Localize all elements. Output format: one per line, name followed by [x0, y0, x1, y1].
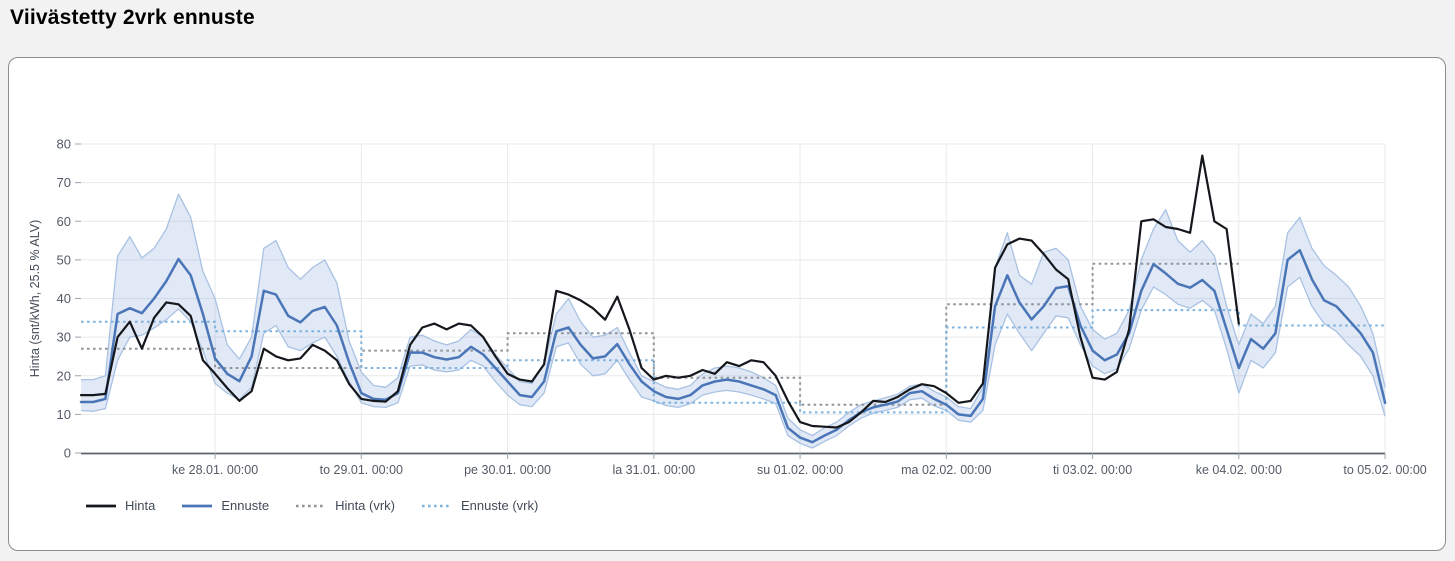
page-title: Viivästetty 2vrk ennuste	[10, 6, 255, 29]
ennuste-vrk-dotted-line-icon	[422, 504, 453, 507]
ennuste-line	[79, 248, 1387, 444]
y-tick-label: 60	[57, 214, 71, 229]
y-axis-title: Hinta (snt/kWh, 25.5 % ALV)	[28, 220, 42, 377]
x-tick-label: ma 02.02. 00:00	[901, 463, 991, 477]
x-tick-label: ti 03.02. 00:00	[1053, 463, 1132, 477]
y-tick-label: 10	[57, 407, 71, 422]
legend-label: Hinta	[125, 498, 156, 513]
y-tick-label: 0	[64, 446, 71, 461]
hinta-vrk-dotted-line-icon	[296, 504, 327, 507]
legend-item-hinta-vrk[interactable]: Hinta (vrk)	[295, 498, 395, 513]
chart-legend: Hinta Ennuste Hinta (vrk) Ennuste (vrk)	[85, 498, 538, 513]
y-tick-label: 50	[57, 252, 71, 267]
x-tick-label: ke 28.01. 00:00	[172, 463, 258, 477]
legend-item-ennuste-vrk[interactable]: Ennuste (vrk)	[421, 498, 538, 513]
legend-label: Ennuste (vrk)	[461, 498, 539, 513]
ennuste-line-icon	[182, 504, 213, 507]
hinta-line-icon	[86, 504, 116, 507]
y-tick-label: 20	[57, 368, 71, 383]
forecast-band-edge	[81, 193, 1386, 437]
forecast-band	[81, 194, 1386, 448]
forecast-band-edge	[80, 276, 1386, 449]
y-tick-label: 70	[57, 175, 71, 190]
price-forecast-chart: 0 10 20 30 40 50 60 70 80 ke 28.01. 00:00 to 29.01…	[28, 137, 1427, 478]
x-tick-label: su 01.02. 00:00	[757, 463, 843, 477]
x-tick-label: la 31.01. 00:00	[612, 463, 695, 477]
x-tick-label: ke 04.02. 00:00	[1196, 463, 1282, 477]
legend-item-hinta[interactable]: Hinta	[85, 498, 155, 513]
y-tick-label: 30	[57, 330, 71, 345]
y-tick-label: 80	[57, 137, 71, 152]
ennuste-vrk-line	[81, 309, 1386, 414]
y-tick-label: 40	[57, 291, 71, 306]
legend-item-ennuste[interactable]: Ennuste	[181, 498, 269, 513]
hinta-line	[79, 154, 1240, 429]
x-tick-label: to 29.01. 00:00	[320, 463, 403, 477]
legend-label: Hinta (vrk)	[335, 498, 396, 513]
chart-card: 0 10 20 30 40 50 60 70 80 ke 28.01. 00:00 to 29.01…	[8, 57, 1446, 551]
x-tick-label: pe 30.01. 00:00	[464, 463, 551, 477]
legend-label: Ennuste	[221, 498, 270, 513]
x-tick-label: to 05.02. 00:00	[1343, 463, 1426, 477]
